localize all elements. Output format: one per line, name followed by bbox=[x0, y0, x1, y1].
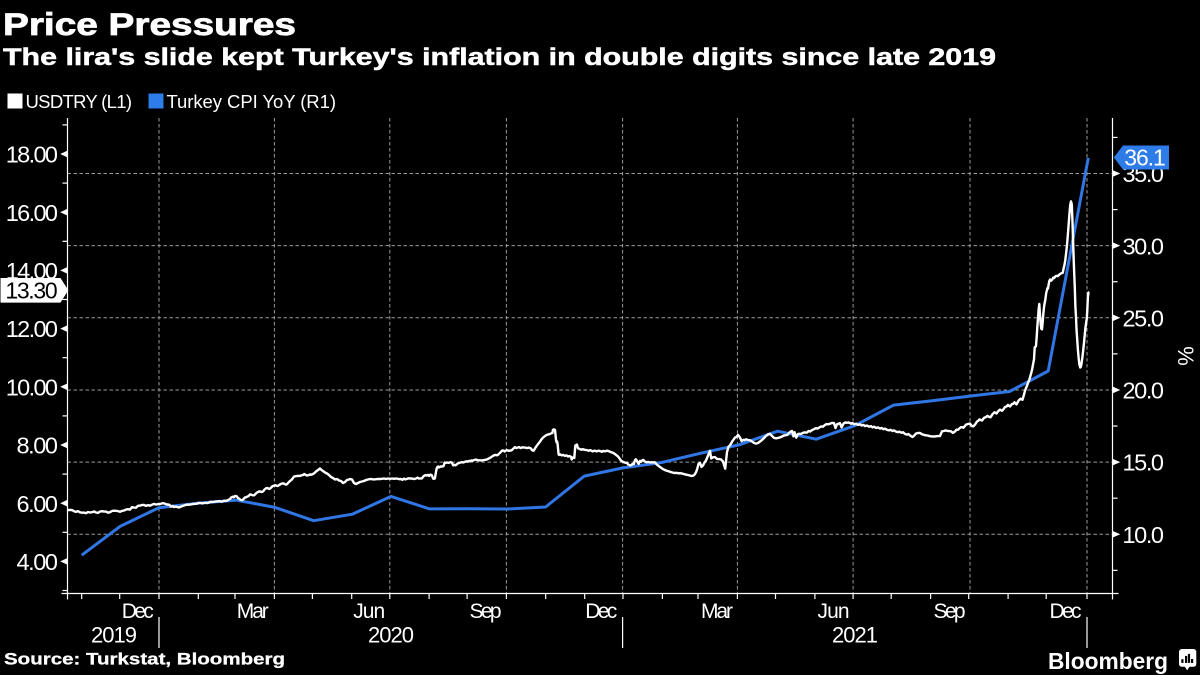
svg-text:10.0: 10.0 bbox=[1123, 522, 1165, 548]
svg-text:8.00: 8.00 bbox=[17, 433, 59, 459]
svg-text:10.00: 10.00 bbox=[6, 374, 58, 400]
svg-text:15.0: 15.0 bbox=[1123, 450, 1165, 476]
svg-text:18.00: 18.00 bbox=[6, 142, 58, 168]
svg-text:2021: 2021 bbox=[832, 623, 878, 648]
svg-text:Source: Turkstat, Bloomberg: Source: Turkstat, Bloomberg bbox=[4, 650, 285, 669]
svg-text:USDTRY (L1): USDTRY (L1) bbox=[26, 91, 133, 112]
svg-text:Dec: Dec bbox=[585, 600, 617, 623]
svg-text:Price Pressures: Price Pressures bbox=[3, 6, 296, 42]
svg-text:2019: 2019 bbox=[91, 623, 137, 648]
svg-text:36.1: 36.1 bbox=[1124, 145, 1166, 171]
svg-text:Mar: Mar bbox=[701, 600, 733, 623]
svg-text:Jun: Jun bbox=[818, 600, 850, 623]
svg-text:%: % bbox=[1174, 346, 1199, 366]
svg-text:Jun: Jun bbox=[353, 600, 385, 623]
svg-text:30.0: 30.0 bbox=[1123, 233, 1165, 259]
svg-text:Dec: Dec bbox=[122, 600, 154, 623]
svg-text:25.0: 25.0 bbox=[1123, 305, 1165, 331]
svg-text:4.00: 4.00 bbox=[17, 549, 59, 575]
svg-text:20.0: 20.0 bbox=[1123, 378, 1165, 404]
svg-text:Dec: Dec bbox=[1050, 600, 1082, 623]
svg-text:Sep: Sep bbox=[470, 600, 502, 623]
svg-text:12.00: 12.00 bbox=[6, 316, 58, 342]
svg-text:6.00: 6.00 bbox=[17, 491, 59, 517]
svg-text:Turkey CPI YoY (R1): Turkey CPI YoY (R1) bbox=[167, 91, 337, 112]
svg-text:Mar: Mar bbox=[237, 600, 269, 623]
svg-text:13.30: 13.30 bbox=[5, 277, 57, 303]
svg-text:Sep: Sep bbox=[934, 600, 966, 623]
svg-text:2020: 2020 bbox=[368, 623, 414, 648]
svg-text:Bloomberg: Bloomberg bbox=[1048, 648, 1168, 674]
svg-text:The lira's slide kept Turkey's: The lira's slide kept Turkey's inflation… bbox=[3, 44, 996, 71]
svg-text:16.00: 16.00 bbox=[6, 200, 58, 226]
